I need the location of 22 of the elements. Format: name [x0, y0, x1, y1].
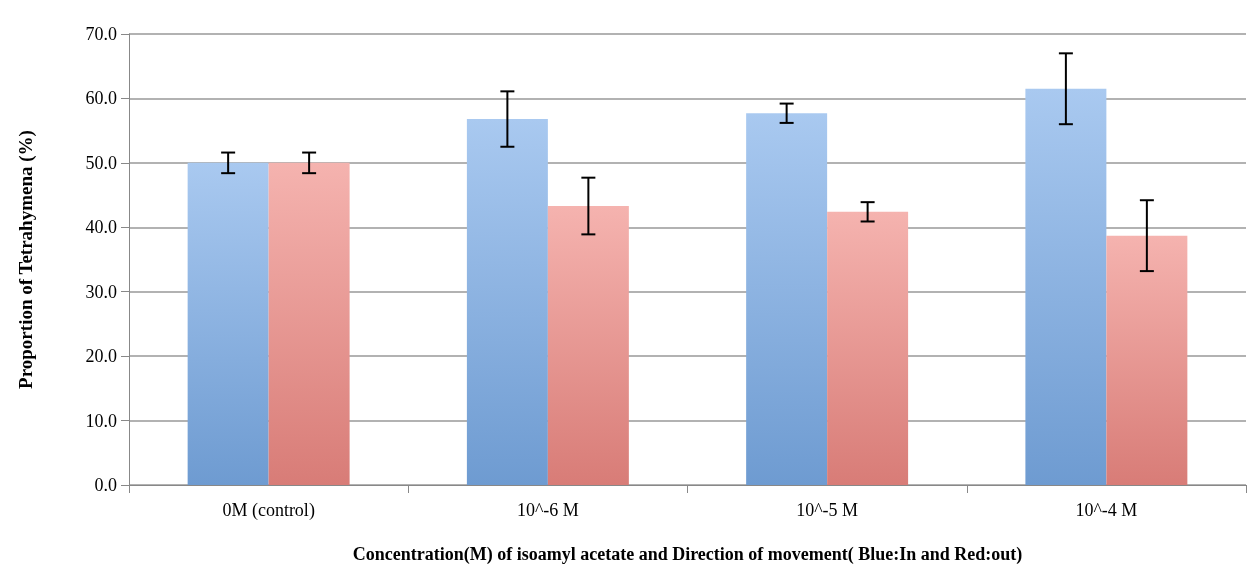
- bar: [827, 211, 909, 485]
- y-tick-label: 50.0: [85, 152, 117, 173]
- bar: [466, 119, 548, 485]
- x-tick-label: 10^-6 M: [516, 500, 579, 520]
- y-tick-label: 30.0: [85, 281, 117, 302]
- y-tick-label: 40.0: [85, 217, 117, 238]
- y-tick-label: 0.0: [94, 475, 117, 495]
- bar: [547, 206, 629, 485]
- x-tick-label: 10^-4 M: [1075, 500, 1138, 520]
- y-axis-title: Proportion of Tetrahymena (%): [15, 130, 37, 389]
- bar: [1106, 235, 1188, 485]
- y-tick-label: 60.0: [85, 88, 117, 109]
- x-tick-label: 0M (control): [222, 500, 315, 521]
- y-tick-label: 70.0: [85, 24, 117, 44]
- bar: [746, 113, 828, 485]
- bar: [187, 162, 269, 485]
- y-tick-label: 10.0: [85, 410, 117, 431]
- y-tick-label: 20.0: [85, 346, 117, 367]
- bar: [1025, 88, 1107, 485]
- x-axis-title: Concentration(M) of isoamyl acetate and Direction of movement( Blue:In and Red:out): [352, 544, 1023, 565]
- x-tick-label: 10^-5 M: [796, 500, 859, 520]
- bar: [268, 162, 350, 485]
